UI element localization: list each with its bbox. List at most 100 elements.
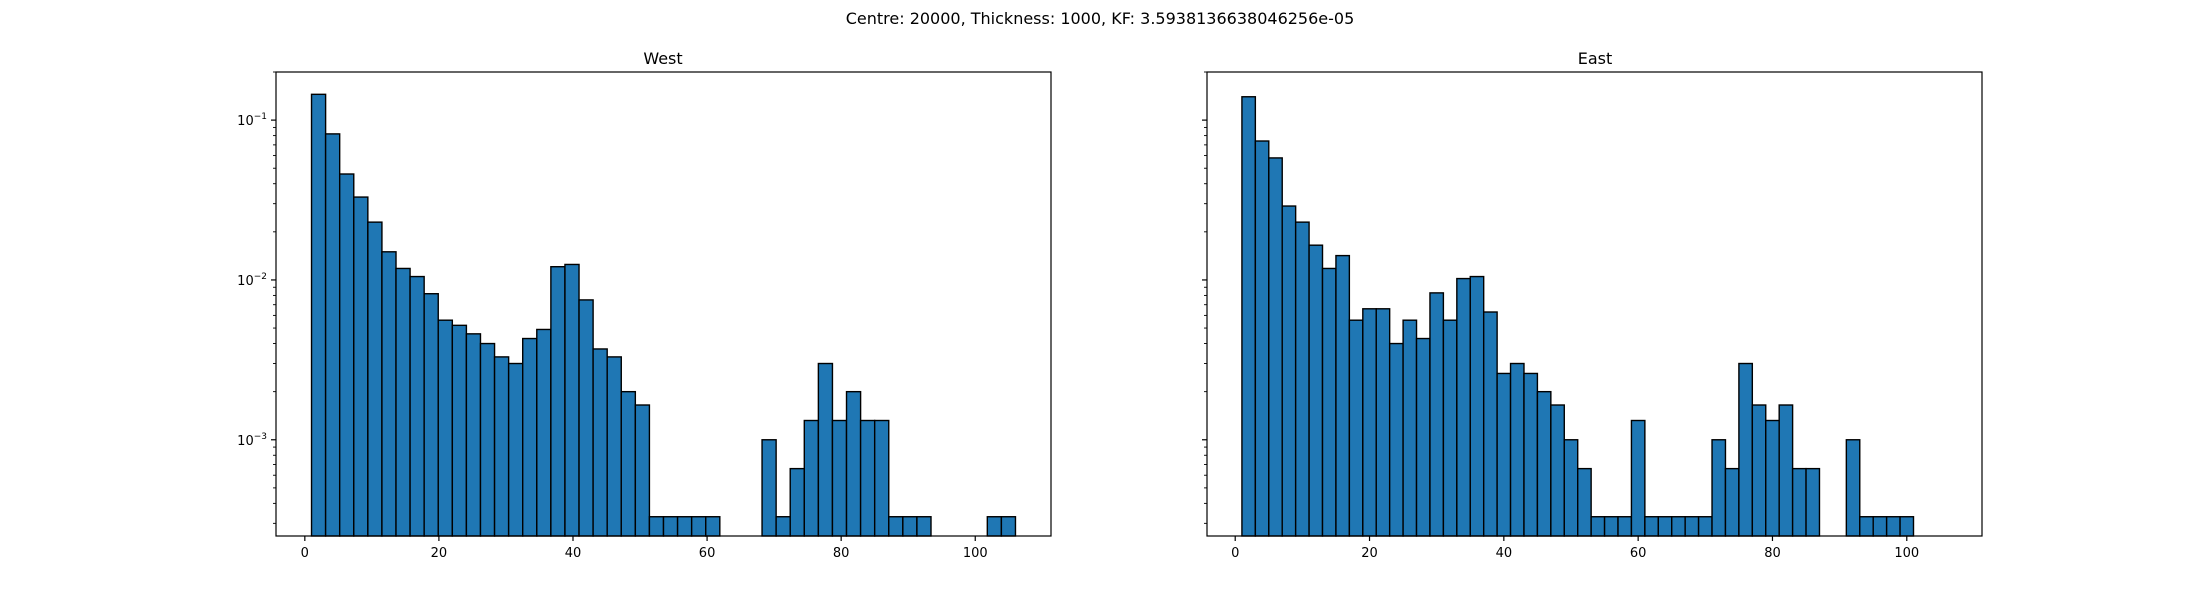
west-bar-12 bbox=[479, 342, 496, 537]
east-bar-23 bbox=[1550, 404, 1565, 537]
east-bar-32 bbox=[1671, 516, 1686, 537]
west-bar-26 bbox=[676, 516, 693, 537]
east-x-tick-label-1: 20 bbox=[1361, 546, 1378, 561]
west-panel: West 0 20 40 60 80 100 10−3 10−2 10−1 bbox=[237, 49, 1052, 561]
east-y-ticks bbox=[1202, 71, 1207, 524]
east-panel-title: East bbox=[1578, 49, 1613, 68]
west-x-tick-label-5: 100 bbox=[963, 546, 988, 561]
east-bar-8 bbox=[1348, 319, 1364, 537]
west-x-tick-label-1: 20 bbox=[431, 546, 448, 561]
west-bar-16 bbox=[536, 328, 552, 537]
east-bar-45 bbox=[1845, 439, 1861, 537]
west-bar-39 bbox=[859, 419, 876, 537]
east-bar-33 bbox=[1684, 516, 1700, 537]
west-bar-1 bbox=[324, 133, 341, 537]
west-bar-23 bbox=[634, 404, 651, 537]
east-bar-35 bbox=[1711, 439, 1727, 537]
east-x-tick-label-3: 60 bbox=[1630, 546, 1647, 561]
west-bar-35 bbox=[803, 419, 820, 537]
east-bar-1 bbox=[1254, 140, 1270, 537]
east-bar-26 bbox=[1590, 516, 1606, 537]
east-bar-39 bbox=[1765, 419, 1780, 537]
east-bar-3 bbox=[1281, 205, 1297, 537]
east-x-tick-label-2: 40 bbox=[1496, 546, 1513, 561]
west-bar-27 bbox=[690, 516, 707, 537]
east-bar-2 bbox=[1268, 157, 1283, 537]
east-bar-7 bbox=[1335, 254, 1351, 537]
east-bar-19 bbox=[1496, 372, 1512, 537]
east-bar-22 bbox=[1536, 390, 1552, 537]
west-bar-20 bbox=[592, 348, 608, 537]
east-bar-41 bbox=[1791, 467, 1807, 537]
west-bar-43 bbox=[916, 516, 932, 537]
west-bar-3 bbox=[353, 196, 369, 537]
west-bar-42 bbox=[902, 516, 918, 537]
east-bar-25 bbox=[1577, 467, 1592, 537]
west-bar-17 bbox=[550, 266, 566, 537]
east-bar-16 bbox=[1456, 277, 1471, 537]
west-bar-49 bbox=[1000, 516, 1017, 537]
east-bar-17 bbox=[1469, 275, 1485, 537]
west-panel-title: West bbox=[643, 49, 682, 68]
west-bar-10 bbox=[451, 324, 468, 537]
east-bar-28 bbox=[1617, 516, 1633, 537]
east-x-ticks: 0 20 40 60 80 100 bbox=[1231, 536, 1919, 561]
west-bar-38 bbox=[845, 390, 862, 537]
east-bar-42 bbox=[1805, 467, 1821, 537]
west-bar-2 bbox=[338, 173, 355, 537]
west-bar-6 bbox=[395, 267, 411, 537]
west-bars bbox=[310, 93, 1017, 537]
west-bar-18 bbox=[564, 263, 580, 537]
west-bar-7 bbox=[409, 275, 425, 537]
east-bar-30 bbox=[1644, 516, 1659, 537]
east-bar-13 bbox=[1415, 337, 1431, 537]
west-bar-4 bbox=[367, 221, 383, 537]
east-bar-34 bbox=[1697, 516, 1713, 537]
west-bar-25 bbox=[662, 516, 679, 537]
west-bar-13 bbox=[493, 356, 510, 537]
east-bar-20 bbox=[1509, 362, 1525, 537]
west-bar-15 bbox=[522, 337, 538, 537]
west-x-tick-label-2: 40 bbox=[565, 546, 582, 561]
west-x-tick-label-4: 80 bbox=[833, 546, 850, 561]
east-bar-14 bbox=[1429, 292, 1445, 537]
west-bar-36 bbox=[817, 362, 834, 537]
west-bar-33 bbox=[775, 516, 791, 537]
east-bar-38 bbox=[1751, 404, 1767, 537]
east-x-tick-label-0: 0 bbox=[1231, 546, 1239, 561]
east-bars bbox=[1241, 96, 1915, 537]
east-bar-5 bbox=[1308, 244, 1324, 537]
west-bar-41 bbox=[888, 516, 904, 537]
east-bar-40 bbox=[1778, 404, 1794, 537]
figure-suptitle: Centre: 20000, Thickness: 1000, KF: 3.59… bbox=[846, 9, 1355, 28]
west-bar-5 bbox=[381, 251, 397, 537]
west-bar-34 bbox=[789, 467, 805, 537]
east-bar-48 bbox=[1885, 516, 1901, 537]
west-y-tick-label-0: 10−3 bbox=[237, 432, 267, 449]
east-bar-24 bbox=[1563, 439, 1579, 537]
east-bar-18 bbox=[1482, 311, 1498, 537]
west-bar-21 bbox=[606, 356, 622, 537]
east-x-tick-label-4: 80 bbox=[1764, 546, 1781, 561]
west-bar-48 bbox=[986, 516, 1003, 537]
east-panel: East 0 20 40 60 80 100 bbox=[1202, 49, 1983, 561]
east-bar-37 bbox=[1738, 362, 1754, 537]
west-bar-22 bbox=[620, 390, 637, 537]
west-bar-9 bbox=[437, 319, 454, 537]
west-x-tick-label-3: 60 bbox=[699, 546, 716, 561]
east-bar-0 bbox=[1241, 96, 1257, 537]
east-bar-21 bbox=[1523, 372, 1539, 537]
east-bar-12 bbox=[1402, 319, 1418, 537]
west-bar-24 bbox=[648, 516, 665, 537]
west-x-tick-label-0: 0 bbox=[301, 546, 309, 561]
east-bar-27 bbox=[1603, 516, 1619, 537]
east-bar-31 bbox=[1657, 516, 1673, 537]
west-bar-40 bbox=[873, 419, 890, 537]
east-bar-29 bbox=[1630, 419, 1646, 537]
west-bar-11 bbox=[465, 333, 482, 537]
west-x-ticks: 0 20 40 60 80 100 bbox=[301, 536, 988, 561]
east-bar-36 bbox=[1724, 467, 1740, 537]
west-bar-28 bbox=[705, 516, 721, 537]
